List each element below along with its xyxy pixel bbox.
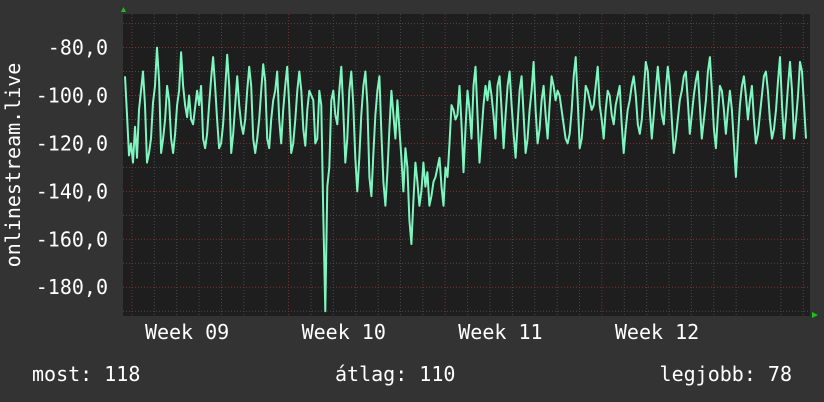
x-axis-ticks: Week 09 Week 10 Week 11 Week 12	[145, 320, 699, 344]
stat-current: most: 118	[32, 362, 141, 386]
x-axis-arrow-icon	[812, 312, 818, 318]
plot-area	[123, 14, 810, 316]
y-tick-label: -120,0	[36, 131, 108, 155]
x-tick-label: Week 09	[145, 320, 229, 344]
x-tick-label: Week 10	[302, 320, 386, 344]
stat-average: átlag: 110	[335, 362, 456, 386]
y-tick-label: -100,0	[36, 83, 108, 107]
stat-best: legjobb: 78	[659, 362, 792, 386]
y-axis-ticks: -80,0 -100,0 -120,0 -140,0 -160,0 -180,0	[36, 36, 108, 300]
grid-minor	[123, 14, 810, 316]
y-tick-label: -160,0	[36, 227, 108, 251]
y-tick-label: -180,0	[36, 275, 108, 299]
y-tick-label: -80,0	[48, 36, 108, 60]
y-axis-label: onlinestream.live	[1, 63, 25, 268]
grid-major	[123, 14, 810, 316]
x-tick-label: Week 11	[458, 320, 542, 344]
y-tick-label: -140,0	[36, 179, 108, 203]
series-line	[124, 46, 807, 313]
x-tick-label: Week 12	[615, 320, 699, 344]
y-axis-arrow-icon	[121, 7, 126, 12]
